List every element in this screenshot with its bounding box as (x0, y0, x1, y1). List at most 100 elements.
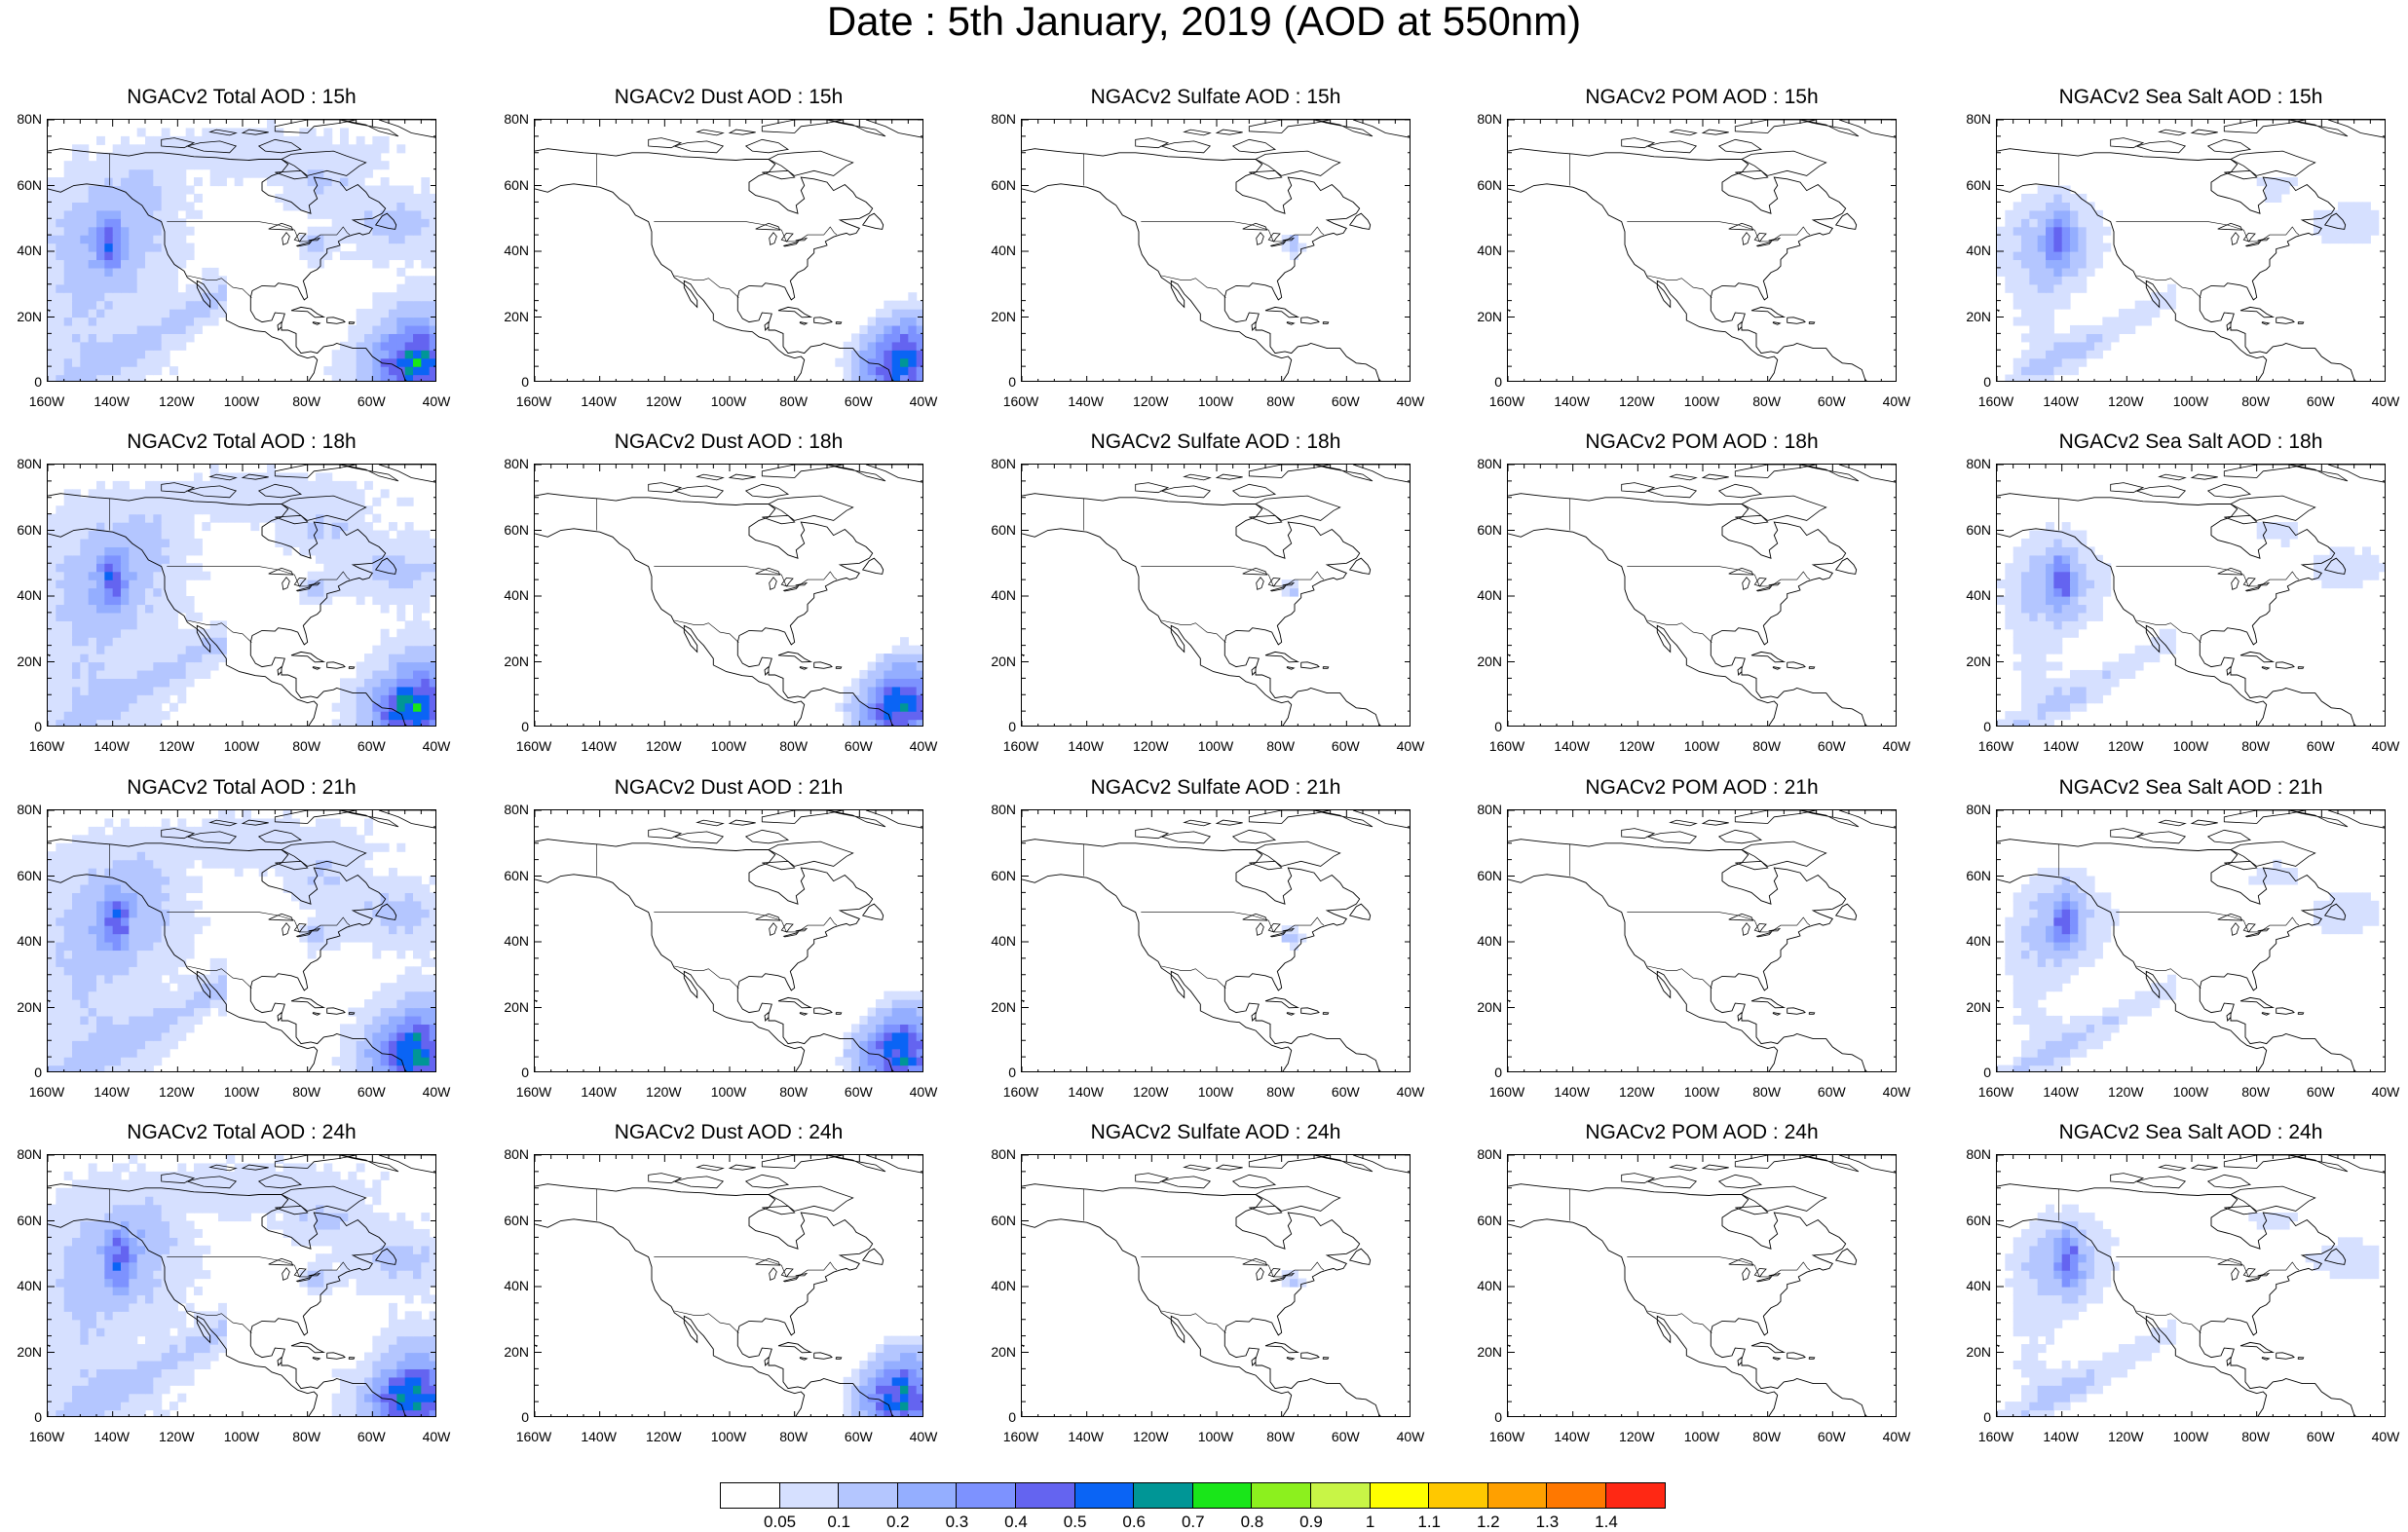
aod-cell (348, 678, 357, 687)
aod-cell (876, 366, 884, 375)
aod-cell (153, 1327, 162, 1336)
aod-cell (2053, 539, 2062, 547)
aod-cell (421, 958, 430, 967)
aod-cell (2029, 620, 2038, 629)
aod-cell (357, 358, 365, 367)
aod-cell (194, 662, 203, 671)
aod-cell (80, 1057, 89, 1065)
y-tick-label: 40N (1952, 933, 1991, 949)
aod-cell (372, 1065, 381, 1072)
aod-cell (2062, 259, 2071, 268)
aod-cell (89, 966, 97, 975)
aod-cell (2021, 975, 2030, 984)
aod-cell (64, 210, 73, 219)
aod-cell (121, 1353, 130, 1362)
aod-cell (96, 1368, 105, 1377)
aod-cell (153, 333, 162, 342)
aod-cell (430, 572, 436, 580)
x-tick-label: 120W (639, 393, 688, 409)
aod-cell (332, 892, 341, 901)
aod-cell (177, 662, 186, 671)
aod-cell (121, 235, 130, 243)
arctic-island (1161, 486, 1210, 498)
x-tick-label: 40W (899, 1084, 948, 1100)
aod-cell (218, 637, 227, 646)
aod-cell (421, 1385, 430, 1394)
y-tick-label: 0 (3, 374, 42, 390)
aod-cell (89, 711, 97, 720)
aod-cell (2029, 711, 2038, 720)
aod-cell (2038, 925, 2047, 934)
aod-cell (56, 999, 64, 1008)
y-tick-label: 40N (1463, 243, 1502, 258)
aod-cell (48, 1327, 56, 1336)
aod-cell (364, 892, 373, 901)
aod-cell (162, 1049, 170, 1058)
aod-cell (104, 1327, 113, 1336)
aod-cell (89, 531, 97, 540)
aod-cell (323, 843, 332, 852)
aod-cell (56, 975, 64, 984)
aod-cell (153, 843, 162, 852)
aod-cell (1997, 1065, 2006, 1072)
aod-cell (396, 1008, 405, 1017)
aod-cell (194, 177, 203, 186)
y-tick-label: 20N (977, 309, 1016, 324)
aod-cell (56, 662, 64, 671)
aod-cell (2021, 546, 2030, 555)
aod-cell (2167, 975, 2176, 984)
aod-cell (72, 161, 81, 169)
aod-cell (430, 1394, 436, 1402)
aod-cell (868, 678, 877, 687)
y-tick-label: 0 (1463, 719, 1502, 734)
aod-cell (104, 711, 113, 720)
aod-cell (243, 860, 251, 869)
aod-cell (2053, 629, 2062, 638)
y-tick-label: 60N (1463, 868, 1502, 883)
aod-cell (80, 711, 89, 720)
aod-cell (2102, 662, 2111, 671)
aod-cell (357, 934, 365, 943)
aod-cell (64, 318, 73, 326)
aod-cell (145, 268, 154, 277)
aod-cell (2094, 596, 2103, 605)
aod-cell (381, 301, 390, 310)
aod-cell (64, 637, 73, 646)
aod-cell (1290, 235, 1298, 243)
aod-cell (89, 318, 97, 326)
aod-cell (396, 194, 405, 203)
aod-cell (2029, 1049, 2038, 1058)
aod-cell (104, 646, 113, 654)
aod-cell (2029, 901, 2038, 910)
aod-cell (917, 366, 923, 375)
aod-cell (348, 1049, 357, 1058)
aod-cell (162, 1303, 170, 1312)
x-tick-label: 60W (1321, 1084, 1370, 1100)
aod-cell (56, 177, 64, 186)
aod-cell (396, 1353, 405, 1362)
aod-cell (56, 1016, 64, 1025)
y-tick-label: 20N (1952, 309, 1991, 324)
aod-cell (121, 596, 130, 605)
aod-cell (316, 481, 324, 490)
aod-cell (2053, 884, 2062, 893)
aod-cell (186, 136, 195, 145)
aod-cell (868, 1016, 877, 1025)
great-lake (1743, 578, 1750, 590)
aod-cell (169, 318, 178, 326)
aod-cell (381, 1353, 390, 1362)
aod-cell (121, 892, 130, 901)
aod-cell (396, 925, 405, 934)
aod-cell (113, 975, 122, 984)
aod-cell (372, 235, 381, 243)
aod-cell (153, 136, 162, 145)
aod-cell (348, 144, 357, 153)
x-tick-label: 40W (1872, 393, 1921, 409)
aod-cell (153, 186, 162, 195)
aod-cell (259, 481, 268, 490)
aod-cell (340, 161, 349, 169)
aod-cell (169, 1032, 178, 1041)
arctic-island (1735, 810, 1816, 824)
aod-cell (2135, 646, 2144, 654)
